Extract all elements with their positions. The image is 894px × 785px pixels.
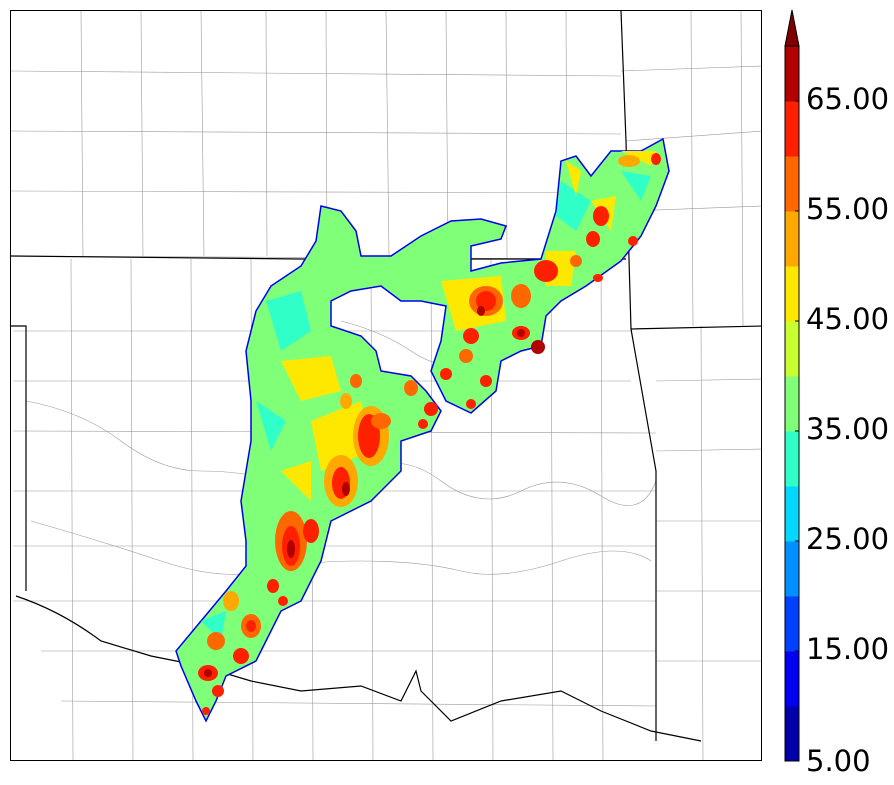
colorbar-outline [784, 45, 800, 762]
map-canvas [11, 11, 761, 760]
colorbar-tick-label: 5.00 [806, 744, 871, 778]
state-boundaries [11, 11, 761, 742]
reflectivity-swath [175, 137, 670, 723]
colorbar-tick-label: 15.00 [806, 632, 890, 666]
swath-yellow-patches [281, 151, 656, 501]
colorbar-tick-label: 65.00 [806, 82, 890, 116]
colorbar-bin [785, 596, 799, 652]
colorbar-tick-label: 45.00 [806, 302, 890, 336]
colorbar-tick-label: 35.00 [806, 412, 890, 446]
colorbar-bin [785, 101, 799, 157]
colorbar-bin [785, 376, 799, 432]
colorbar-extend-arrow [784, 9, 800, 47]
map-panel [10, 10, 762, 761]
colorbar [780, 8, 894, 778]
colorbar-bin [785, 266, 799, 322]
colorbar-bin [785, 46, 799, 102]
colorbar-bin [785, 486, 799, 542]
swath-cores [198, 153, 661, 715]
colorbar-bin [785, 651, 799, 707]
colorbar-tick-label: 55.00 [806, 192, 890, 226]
colorbar-bar [784, 9, 800, 762]
colorbar-bin [785, 211, 799, 267]
colorbar-bin [785, 541, 799, 597]
colorbar-tick-label: 25.00 [806, 522, 890, 556]
colorbar-bin [785, 156, 799, 212]
colorbar-bin [785, 706, 799, 762]
colorbar-bin [785, 321, 799, 377]
colorbar-bin [785, 431, 799, 487]
